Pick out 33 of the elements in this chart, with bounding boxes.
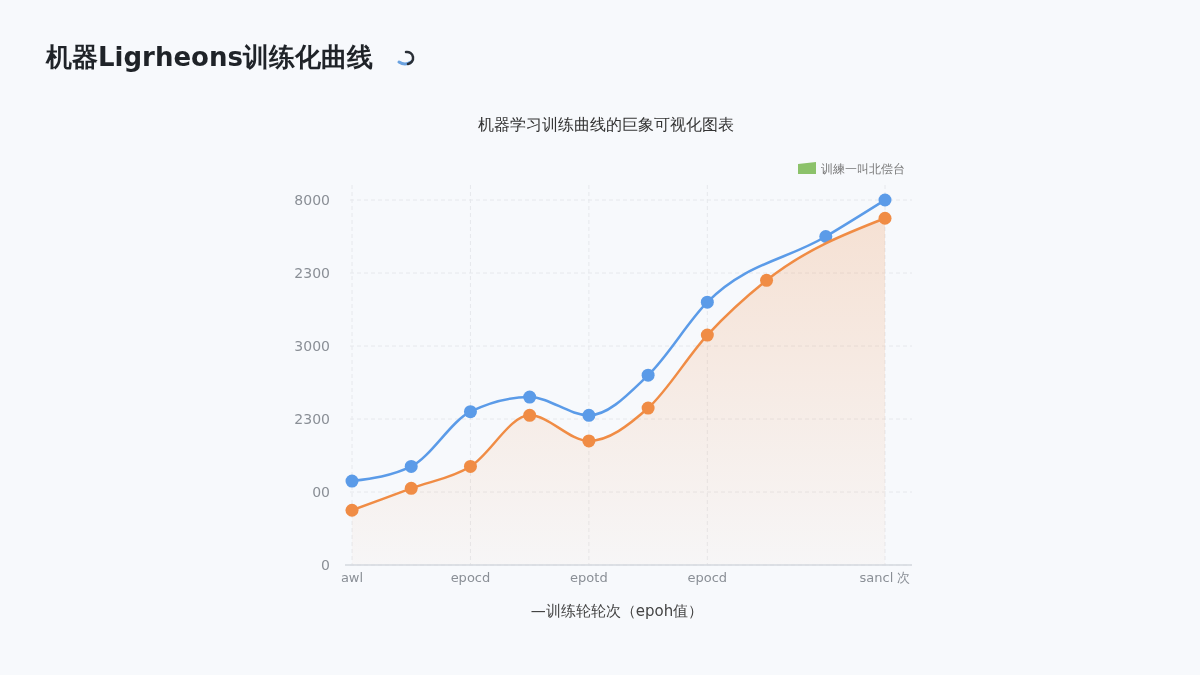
x-tick-label: sancl 次 <box>859 570 911 585</box>
x-tick-label: epocd <box>450 570 491 585</box>
point <box>700 328 714 342</box>
point <box>819 230 833 243</box>
x-tick-label: epocd <box>687 570 728 585</box>
point <box>878 193 892 207</box>
point <box>641 368 655 382</box>
point <box>582 408 596 422</box>
point <box>641 401 655 415</box>
text: 00 <box>312 484 330 500</box>
text: 8000 <box>294 192 330 208</box>
point <box>760 273 774 287</box>
x-tick-label: awl <box>340 570 364 585</box>
text: 0 <box>321 557 330 573</box>
point <box>700 295 714 309</box>
chart-title: 机器Ligrheons训练化曲线 <box>45 42 373 72</box>
point <box>345 503 359 517</box>
point <box>523 390 537 404</box>
x-axis-title: —训练轮轮次（epoh值） <box>530 602 704 620</box>
text: 2300 <box>294 265 330 281</box>
point <box>404 459 418 473</box>
x-tick-label: epotd <box>570 570 608 585</box>
point <box>582 434 596 448</box>
point <box>345 474 359 488</box>
text: 训練一叫北偿台 <box>821 162 905 176</box>
point <box>463 459 477 473</box>
point <box>463 405 477 419</box>
chart-subtitle: 机器学习训练曲线的巨象可视化图表 <box>478 115 734 134</box>
point <box>404 481 418 495</box>
text: 3000 <box>294 338 330 354</box>
point <box>523 408 537 422</box>
text: 2300 <box>294 411 330 427</box>
point <box>878 211 892 225</box>
